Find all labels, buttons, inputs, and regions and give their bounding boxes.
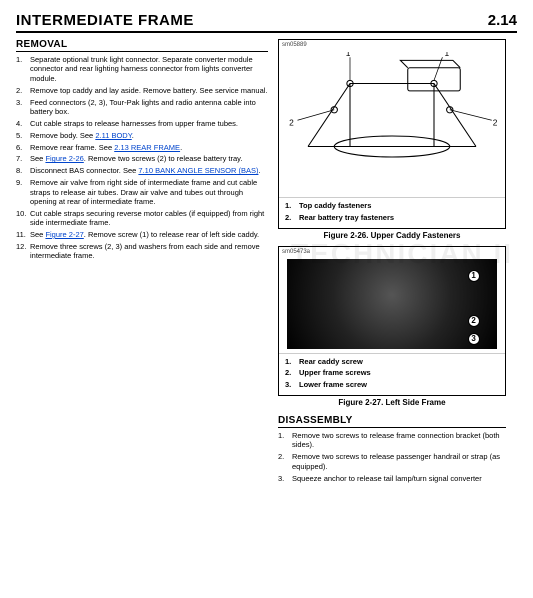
step: 8.Disconnect BAS connector. See 7.10 BAN…: [16, 166, 268, 175]
callout-pin: 2: [468, 315, 480, 327]
page-title: INTERMEDIATE FRAME: [16, 12, 194, 29]
step: 9.Remove air valve from right side of in…: [16, 178, 268, 206]
callout: 3.Lower frame screw: [285, 380, 499, 389]
step: 2.Remove two screws to release passenger…: [278, 452, 506, 471]
step: 2.Remove top caddy and lay aside. Remove…: [16, 86, 268, 95]
svg-text:1: 1: [445, 52, 450, 58]
cross-reference-link[interactable]: 2.11 BODY: [95, 131, 131, 140]
figure-2-photo: 1 2 3: [287, 259, 497, 349]
svg-text:2: 2: [289, 118, 294, 128]
figure-2-26: sm05889 1 1: [278, 39, 506, 229]
disassembly-heading: DISASSEMBLY: [278, 415, 506, 428]
callout-pin: 1: [468, 270, 480, 282]
callout: 2.Upper frame screws: [285, 368, 499, 377]
removal-steps: 1.Separate optional trunk light connecto…: [16, 55, 268, 261]
step: 6.Remove rear frame. See 2.13 REAR FRAME…: [16, 143, 268, 152]
figure-id-2: sm05473a: [282, 249, 310, 255]
figure-2-caption: Figure 2-27. Left Side Frame: [278, 398, 506, 407]
step: 1.Remove two screws to release frame con…: [278, 431, 506, 450]
figure-2-callouts: 1.Rear caddy screw 2.Upper frame screws 3.…: [279, 353, 505, 395]
removal-heading: REMOVAL: [16, 39, 268, 52]
figure-id-1: sm05889: [282, 42, 307, 48]
disassembly-section: DISASSEMBLY 1.Remove two screws to relea…: [278, 415, 506, 483]
callout: 1.Rear caddy screw: [285, 357, 499, 366]
cross-reference-link[interactable]: Figure 2-26: [45, 154, 83, 163]
step: 3.Feed connectors (2, 3), Tour-Pak light…: [16, 98, 268, 117]
figure-1-callouts: 1.Top caddy fasteners 2.Rear battery tray…: [279, 197, 505, 228]
step: 3.Squeeze anchor to release tail lamp/tu…: [278, 474, 506, 483]
step: 5.Remove body. See 2.11 BODY.: [16, 131, 268, 140]
svg-text:2: 2: [493, 118, 497, 128]
svg-text:1: 1: [346, 52, 351, 58]
figure-1-lineart: 1 1 2 2: [287, 52, 497, 178]
step: 12.Remove three screws (2, 3) and washer…: [16, 242, 268, 261]
content-columns: REMOVAL 1.Separate optional trunk light …: [16, 39, 517, 485]
figure-2-27: sm05473a 1 2 3 1.Rear caddy screw 2.Upper f…: [278, 246, 506, 396]
disassembly-steps: 1.Remove two screws to release frame con…: [278, 431, 506, 483]
page-header: INTERMEDIATE FRAME 2.14: [16, 12, 517, 33]
step: 4.Cut cable straps to release harnesses …: [16, 119, 268, 128]
callout: 1.Top caddy fasteners: [285, 201, 499, 210]
right-column: sm05889 1 1: [278, 39, 506, 485]
step: 7.See Figure 2-26. Remove two screws (2)…: [16, 154, 268, 163]
callout: 2.Rear battery tray fasteners: [285, 213, 499, 222]
callout-pin: 3: [468, 333, 480, 345]
cross-reference-link[interactable]: Figure 2-27: [45, 230, 83, 239]
cross-reference-link[interactable]: 7.10 BANK ANGLE SENSOR (BAS): [138, 166, 258, 175]
step: 1.Separate optional trunk light connecto…: [16, 55, 268, 83]
page-number: 2.14: [488, 12, 517, 29]
left-column: REMOVAL 1.Separate optional trunk light …: [16, 39, 268, 485]
step: 11.See Figure 2-27. Remove screw (1) to …: [16, 230, 268, 239]
cross-reference-link[interactable]: 2.13 REAR FRAME: [114, 143, 180, 152]
step: 10.Cut cable straps securing reverse mot…: [16, 209, 268, 228]
figure-1-caption: Figure 2-26. Upper Caddy Fasteners: [278, 231, 506, 240]
